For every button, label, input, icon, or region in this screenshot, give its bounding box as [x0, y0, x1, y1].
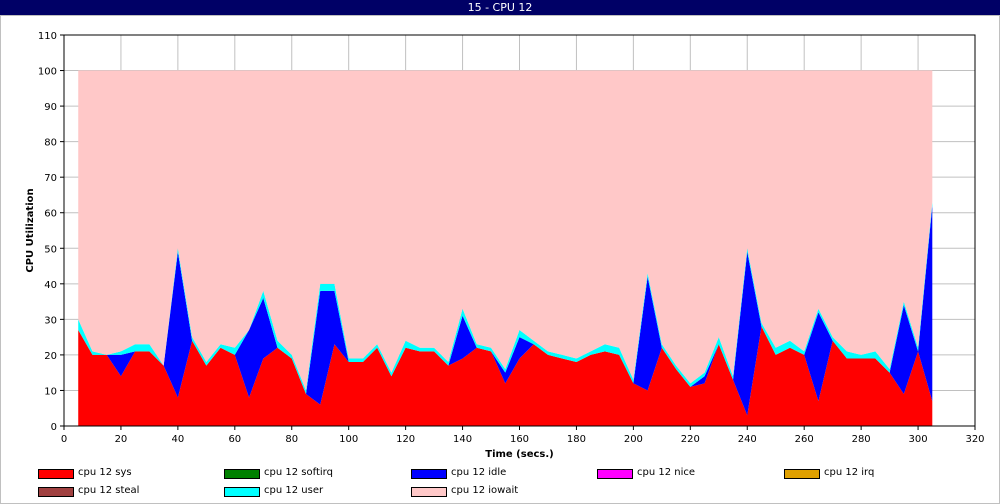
x-tick-label: 140	[453, 434, 472, 445]
legend-label: cpu 12 steal	[78, 485, 140, 496]
legend-swatch	[597, 469, 633, 479]
y-tick-label: 10	[44, 386, 57, 397]
window-title: 15 - CPU 12	[0, 0, 1000, 15]
x-tick-label: 80	[285, 434, 298, 445]
area-cpu-12-idle	[78, 205, 933, 416]
x-tick-label: 240	[738, 434, 757, 445]
x-tick-label: 300	[909, 434, 928, 445]
legend-swatch	[784, 469, 820, 479]
x-tick-label: 220	[681, 434, 700, 445]
legend-swatch	[224, 487, 260, 497]
x-tick-label: 0	[61, 434, 67, 445]
x-tick-label: 200	[624, 434, 643, 445]
y-tick-label: 40	[44, 280, 57, 291]
x-tick-label: 100	[339, 434, 358, 445]
legend-label: cpu 12 idle	[451, 467, 507, 478]
y-axis-label: CPU Utilization	[25, 188, 36, 272]
legend-swatch	[38, 469, 74, 479]
y-tick-label: 90	[44, 102, 57, 113]
x-tick-label: 160	[510, 434, 529, 445]
x-tick-label: 280	[852, 434, 871, 445]
y-tick-label: 0	[51, 422, 57, 433]
y-tick-label: 80	[44, 138, 57, 149]
x-tick-label: 20	[115, 434, 128, 445]
legend-label: cpu 12 sys	[78, 467, 132, 478]
chart-legend: cpu 12 sys cpu 12 softirq cpu 12 idle cpu 1…	[0, 460, 1000, 504]
y-tick-label: 50	[44, 244, 57, 255]
x-tick-label: 40	[172, 434, 185, 445]
x-tick-label: 120	[396, 434, 415, 445]
x-tick-label: 60	[228, 434, 241, 445]
legend-label: cpu 12 softirq	[264, 467, 333, 478]
legend-label: cpu 12 iowait	[451, 485, 519, 496]
y-tick-label: 70	[44, 173, 57, 184]
y-tick-label: 60	[44, 209, 57, 220]
y-tick-label: 30	[44, 315, 57, 326]
legend-label: cpu 12 irq	[824, 467, 875, 478]
x-axis-label: Time (secs.)	[485, 449, 554, 460]
x-tick-label: 320	[965, 434, 984, 445]
area-cpu-12-sys	[78, 326, 933, 426]
legend-swatch	[224, 469, 260, 479]
legend-label: cpu 12 nice	[637, 467, 696, 478]
y-tick-label: 100	[38, 67, 57, 78]
area-cpu-12-iowait	[78, 70, 933, 391]
legend-label: cpu 12 user	[264, 485, 324, 496]
x-tick-label: 180	[567, 434, 586, 445]
legend-swatch	[411, 487, 447, 497]
legend-swatch	[38, 487, 74, 497]
y-tick-label: 20	[44, 351, 57, 362]
x-tick-label: 260	[795, 434, 814, 445]
y-tick-label: 110	[38, 31, 57, 42]
legend-swatch	[411, 469, 447, 479]
